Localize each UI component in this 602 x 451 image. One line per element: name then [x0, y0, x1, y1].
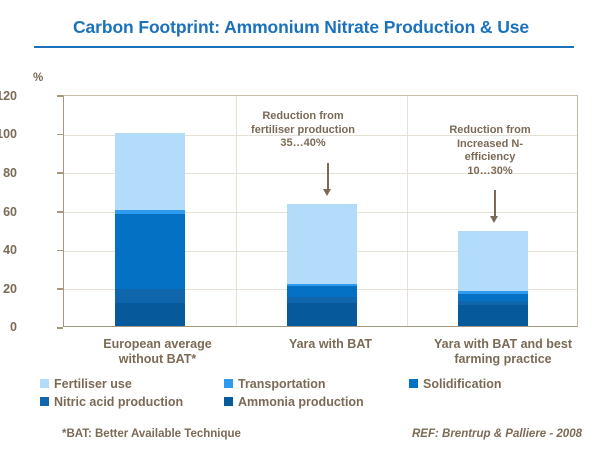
y-tickmark-100: [57, 133, 63, 136]
annotation-fertiliser-production: Reduction from fertiliser production 35……: [243, 110, 363, 151]
y-tickmark-60: [57, 211, 63, 213]
x-label-line-1: Yara with BAT: [288, 337, 373, 351]
annotation-line-1: Reduction from: [262, 110, 344, 122]
y-tick-label-60: 60: [3, 205, 17, 219]
y-axis-unit-label: %: [33, 72, 44, 84]
x-label-line-1: European average: [103, 337, 212, 351]
bar-segment-fertiliser-use: [115, 132, 185, 210]
bar-segment-nitric-acid-production: [286, 297, 357, 303]
gridline-80: [64, 173, 577, 175]
annotation-line-2: fertiliser production: [251, 123, 355, 136]
y-tickmark-40: [57, 249, 63, 252]
bar-segment-transportation: [458, 291, 529, 294]
arrow-shaft: [327, 163, 329, 190]
bar-segment-nitric-acid-production: [458, 300, 529, 305]
legend-label: Ammonia production: [238, 395, 364, 409]
arrow-head: [323, 189, 332, 196]
x-axis-label-european-average: European average without BAT*: [75, 337, 240, 367]
x-label-line-2: without BAT*: [118, 352, 197, 366]
bar-segment-solidification: [286, 286, 357, 297]
legend-swatch-icon: [40, 379, 49, 388]
legend-label: Solidification: [423, 377, 502, 391]
y-tick-label-120: 120: [0, 89, 17, 103]
y-tick-label-40: 40: [3, 243, 17, 257]
y-tickmark-120: [57, 95, 63, 97]
bar-yara-with-bat-and-best-farming-practice[interactable]: [458, 231, 529, 326]
x-label-line-1: Yara with BAT and best: [434, 337, 572, 351]
x-axis-label-yara-with-bat: Yara with BAT: [248, 337, 413, 352]
annotation-line-3: efficiency: [464, 151, 516, 163]
y-tick-label-100: 100: [0, 127, 17, 141]
chart-title: Carbon Footprint: Ammonium Nitrate Produ…: [72, 17, 530, 37]
y-tick-label-80: 80: [3, 166, 17, 180]
legend-label: Fertiliser use: [54, 377, 132, 391]
annotation-line-2: Increased N-: [456, 137, 524, 150]
bar-segment-transportation: [286, 283, 357, 287]
legend-swatch-icon: [409, 379, 418, 388]
plot-area: [63, 95, 578, 327]
x-label-line-2: farming practice: [454, 352, 552, 366]
legend-item-solidification[interactable]: Solidification: [409, 377, 501, 391]
bar-segment-solidification: [458, 294, 529, 301]
y-tickmark-0: [57, 327, 63, 329]
bar-segment-solidification: [115, 213, 185, 290]
legend-swatch-icon: [224, 397, 233, 406]
legend-item-nitric-acid-production[interactable]: Nitric acid production: [40, 395, 183, 409]
y-tick-label-0: 0: [10, 320, 17, 334]
footnote-bat: *BAT: Better Available Technique: [62, 428, 241, 440]
legend-swatch-icon: [224, 379, 233, 388]
legend-item-fertiliser-use[interactable]: Fertiliser use: [40, 377, 132, 391]
bar-european-average-without-bat[interactable]: [115, 132, 185, 326]
bar-segment-ammonia-production: [115, 302, 185, 326]
bar-segment-nitric-acid-production: [115, 289, 185, 303]
annotation-line-1: Reduction from: [449, 124, 531, 136]
annotation-line-4: 10…30%: [467, 164, 513, 177]
y-tickmark-80: [57, 172, 63, 174]
bar-segment-ammonia-production: [458, 304, 529, 326]
bar-segment-fertiliser-use: [286, 204, 357, 284]
y-tick-label-20: 20: [3, 282, 17, 296]
title-underline: [34, 46, 574, 48]
legend-item-transportation[interactable]: Transportation: [224, 377, 326, 391]
arrow-head: [490, 216, 499, 223]
legend-label: Transportation: [238, 377, 326, 391]
annotation-line-3: 35…40%: [280, 137, 326, 149]
chart-legend: Fertiliser use Transportation Solidifica…: [34, 377, 579, 411]
category-separator-2: [407, 96, 409, 326]
legend-swatch-icon: [40, 397, 49, 406]
legend-label: Nitric acid production: [54, 395, 184, 409]
bar-segment-ammonia-production: [286, 302, 357, 326]
legend-item-ammonia-production[interactable]: Ammonia production: [224, 395, 364, 409]
y-tickmark-20: [57, 288, 63, 290]
bar-segment-fertiliser-use: [458, 231, 529, 292]
category-separator-1: [235, 96, 237, 326]
x-axis-label-yara-best-practice: Yara with BAT and best farming practice: [412, 337, 594, 367]
annotation-n-efficiency: Reduction from Increased N- efficiency 1…: [422, 124, 558, 178]
arrow-shaft: [494, 190, 496, 217]
bar-yara-with-bat[interactable]: [286, 204, 357, 326]
gridline-100: [64, 134, 577, 136]
reference-citation: REF: Brentrup & Palliere - 2008: [412, 428, 582, 440]
bar-segment-transportation: [115, 210, 185, 214]
